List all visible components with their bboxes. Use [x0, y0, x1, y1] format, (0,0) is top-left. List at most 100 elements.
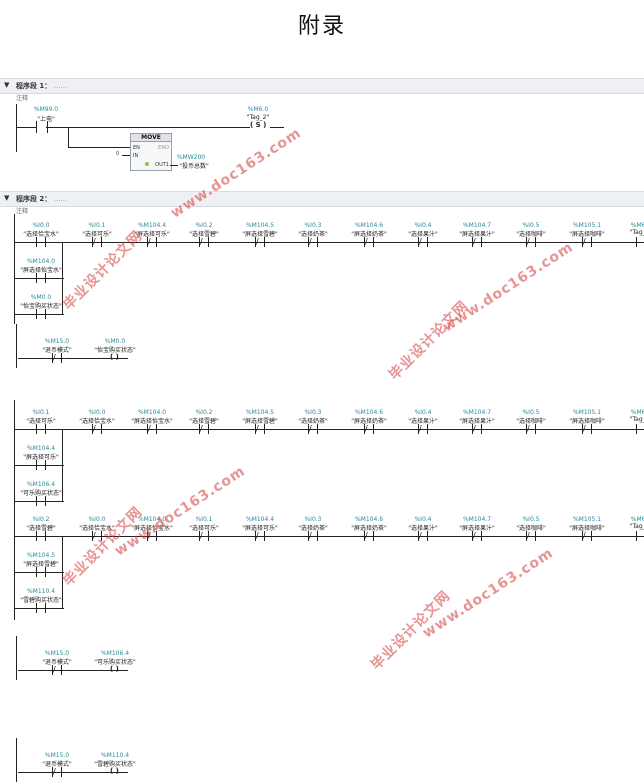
contact-address: %I0.5 [522, 409, 540, 416]
coil-address: %M6.0 [247, 106, 269, 113]
coil-tag: "Tag_2" [246, 114, 270, 121]
output-coil[interactable]: ( ) [110, 353, 119, 361]
normally-closed-contact[interactable] [472, 237, 482, 247]
nc-slash: / [365, 237, 368, 246]
normally-open-contact[interactable] [36, 567, 46, 577]
normally-closed-contact[interactable] [92, 424, 102, 434]
contact-tag: "屏选择可乐" [134, 231, 170, 238]
wire [14, 314, 64, 315]
contact-address: %M15.0 [44, 752, 70, 759]
contact-address: %M104.7 [462, 222, 492, 229]
normally-open-contact[interactable] [36, 273, 46, 283]
normally-closed-contact[interactable] [199, 531, 209, 541]
normally-closed-contact[interactable] [364, 237, 374, 247]
normally-closed-contact[interactable] [418, 237, 428, 247]
normally-open-contact[interactable] [636, 237, 644, 247]
contact-address: %M105.1 [572, 409, 602, 416]
contact-address: %M104.4 [26, 445, 56, 452]
output-coil[interactable]: ( ) [110, 767, 119, 775]
normally-closed-contact[interactable] [472, 424, 482, 434]
contact-tag: "退币模式" [42, 761, 72, 768]
segment-1-comment[interactable]: 注释 [16, 95, 29, 102]
normally-closed-contact[interactable] [472, 531, 482, 541]
normally-closed-contact[interactable] [52, 665, 62, 675]
normally-closed-contact[interactable] [526, 531, 536, 541]
nc-slash: / [419, 237, 422, 246]
contact-address: %I0.3 [304, 222, 322, 229]
normally-open-contact[interactable] [36, 237, 46, 247]
normally-closed-contact[interactable] [582, 424, 592, 434]
normally-closed-contact[interactable] [255, 237, 265, 247]
output-coil[interactable]: ( ) [110, 665, 119, 673]
wire [62, 242, 63, 314]
normally-closed-contact[interactable] [147, 237, 157, 247]
contact-tag: "Tag_2" [629, 416, 644, 423]
normally-closed-contact[interactable] [308, 531, 318, 541]
normally-open-contact[interactable] [36, 531, 46, 541]
contact-address: %M0.0 [30, 294, 52, 301]
normally-closed-contact[interactable] [52, 767, 62, 777]
normally-closed-contact[interactable] [147, 531, 157, 541]
nc-slash: / [200, 531, 203, 540]
segment-1-header[interactable]: ▼ 程序段 1： ...... [0, 78, 644, 94]
wire [62, 429, 63, 501]
normally-closed-contact[interactable] [92, 531, 102, 541]
normally-closed-contact[interactable] [308, 424, 318, 434]
normally-closed-contact[interactable] [582, 237, 592, 247]
collapse-icon[interactable]: ▼ [4, 81, 10, 89]
normally-open-contact[interactable] [36, 309, 46, 319]
contact-address: %M104.7 [462, 516, 492, 523]
wire [14, 465, 64, 466]
move-block[interactable]: MOVE EN ENO IN OUT1 [130, 133, 172, 171]
contact-tag: "屏选择果汁" [459, 525, 495, 532]
segment-2-header[interactable]: ▼ 程序段 2： ...... [0, 191, 644, 207]
nc-slash: / [256, 531, 259, 540]
normally-closed-contact[interactable] [582, 531, 592, 541]
normally-closed-contact[interactable] [52, 353, 62, 363]
normally-open-contact[interactable] [36, 460, 46, 470]
normally-closed-contact[interactable] [526, 424, 536, 434]
normally-open-contact[interactable] [36, 424, 46, 434]
normally-open-contact[interactable] [636, 424, 644, 434]
wire [16, 738, 17, 782]
normally-open-contact[interactable] [36, 603, 46, 613]
normally-closed-contact[interactable] [147, 424, 157, 434]
normally-closed-contact[interactable] [255, 424, 265, 434]
collapse-icon[interactable]: ▼ [4, 194, 10, 202]
en-pin: EN [133, 145, 140, 151]
contact-address: %M6.0 [630, 516, 644, 523]
normally-closed-contact[interactable] [418, 424, 428, 434]
contact-tag: "屏选择咖啡" [569, 525, 605, 532]
normally-closed-contact[interactable] [199, 424, 209, 434]
contact-tag: "屏选择雪碧" [242, 231, 278, 238]
normally-closed-contact[interactable] [199, 237, 209, 247]
normally-closed-contact[interactable] [308, 237, 318, 247]
contact-tag: "Tag_2" [629, 523, 644, 530]
normally-closed-contact[interactable] [526, 237, 536, 247]
wire [14, 501, 64, 502]
contact-address: %M6.0 [630, 222, 644, 229]
set-coil[interactable]: ( S ) [250, 121, 267, 129]
wire [16, 636, 17, 680]
segment-2-comment[interactable]: 注释 [16, 208, 29, 215]
normally-closed-contact[interactable] [255, 531, 265, 541]
normally-closed-contact[interactable] [364, 531, 374, 541]
normally-open-contact[interactable] [36, 496, 46, 506]
move-block-title: MOVE [131, 134, 171, 142]
in-pin: IN [133, 153, 139, 159]
nc-slash: / [419, 531, 422, 540]
contact-address: %M104.6 [354, 222, 384, 229]
contact-tag: "屏选择果汁" [459, 418, 495, 425]
contact-tag: "屏选择怡宝水" [20, 267, 62, 274]
contact-tag: "屏选择果汁" [459, 231, 495, 238]
contact-address: %M105.1 [572, 516, 602, 523]
contact-address: %M15.0 [44, 338, 70, 345]
power-rail [16, 104, 17, 152]
normally-closed-contact[interactable] [92, 237, 102, 247]
contact-tag: "选择雪碧" [26, 525, 56, 532]
normally-open-contact[interactable] [636, 531, 644, 541]
normally-closed-contact[interactable] [418, 531, 428, 541]
contact-address: %I0.1 [88, 222, 106, 229]
contact-tag: "选择雪碧" [189, 418, 219, 425]
normally-closed-contact[interactable] [364, 424, 374, 434]
